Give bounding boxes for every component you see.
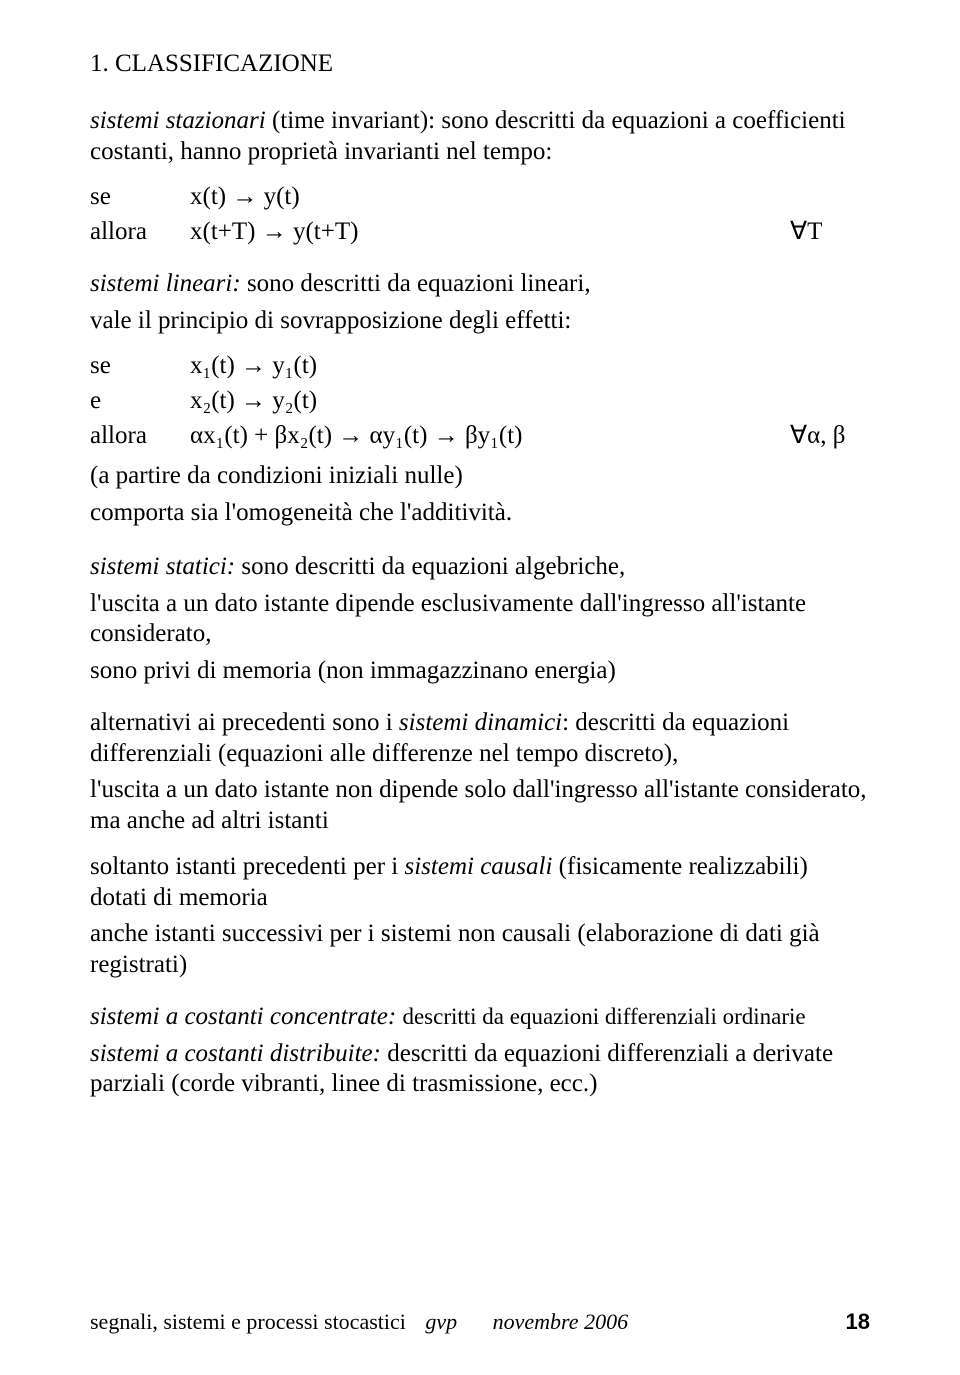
staz-row-1: se x(t) → y(t)	[90, 179, 870, 214]
lineari-line2: vale il principio di sovrapposizione deg…	[90, 306, 870, 337]
lineari-note1: (a partire da condizioni iniziali nulle)	[90, 461, 870, 492]
distribuite-term: sistemi a costanti distribuite:	[90, 1040, 381, 1067]
dinamici-pre: alternativi ai precedenti sono i	[90, 709, 399, 736]
dinamici-term: sistemi dinamici	[399, 709, 562, 736]
causali-def: soltanto istanti precedenti per i sistem…	[90, 852, 870, 913]
concentrate-def: sistemi a costanti concentrate: descritt…	[90, 1002, 870, 1033]
statici-l3: sono privi di memoria (non immagazzinano…	[90, 656, 870, 687]
stazionari-def: sistemi stazionari (time invariant): son…	[90, 106, 870, 167]
distribuite-def: sistemi a costanti distribuite: descritt…	[90, 1039, 870, 1100]
page-footer: segnali, sistemi e processi stocastici g…	[90, 1309, 870, 1335]
lin-row-2: e x₂(t) → y₂(t)	[90, 383, 870, 418]
lin-row-1: se x₁(t) → y₁(t)	[90, 348, 870, 383]
lin-r2-quant	[790, 383, 870, 418]
causali-term: sistemi causali	[405, 853, 553, 880]
footer-left: segnali, sistemi e processi stocastici g…	[90, 1309, 628, 1335]
heading-classificazione: 1. CLASSIFICAZIONE	[90, 50, 870, 78]
lin-r1-quant	[790, 348, 870, 383]
staz-r2-label: allora	[90, 214, 190, 249]
lin-r3-quant: ∀α, β	[790, 418, 870, 453]
page: 1. CLASSIFICAZIONE sistemi stazionari (t…	[0, 0, 960, 1375]
lineari-term: sistemi lineari:	[90, 270, 241, 297]
lineari-def: sistemi lineari: sono descritti da equaz…	[90, 269, 870, 300]
dinamici-def: alternativi ai precedenti sono i sistemi…	[90, 708, 870, 769]
stazionari-term: sistemi stazionari	[90, 107, 266, 134]
staz-r1-expr: x(t) → y(t)	[190, 179, 790, 214]
lineari-rest: sono descritti da equazioni lineari,	[241, 270, 591, 297]
causali-pre: soltanto istanti precedenti per i	[90, 853, 405, 880]
statici-rest: sono descritti da equazioni algebriche,	[235, 553, 625, 580]
lin-r2-expr: x₂(t) → y₂(t)	[190, 383, 790, 418]
concentrate-term: sistemi a costanti concentrate:	[90, 1003, 402, 1030]
footer-page-number: 18	[846, 1309, 870, 1335]
dinamici-l2: l'uscita a un dato istante non dipende s…	[90, 775, 870, 836]
lin-r1-label: se	[90, 348, 190, 383]
lin-r2-label: e	[90, 383, 190, 418]
staz-r1-label: se	[90, 179, 190, 214]
staz-r1-quant	[790, 179, 870, 214]
footer-date: novembre 2006	[493, 1309, 628, 1334]
footer-title: segnali, sistemi e processi stocastici	[90, 1309, 406, 1334]
staz-r2-expr: x(t+T) → y(t+T)	[190, 214, 790, 249]
footer-author: gvp	[425, 1309, 457, 1334]
lin-r1-expr: x₁(t) → y₁(t)	[190, 348, 790, 383]
staz-r2-quant: ∀T	[790, 214, 870, 249]
lin-row-3: allora αx₁(t) + βx₂(t) → αy₁(t) → βy₁(t)…	[90, 418, 870, 453]
statici-term: sistemi statici:	[90, 553, 235, 580]
stazionari-rows: se x(t) → y(t) allora x(t+T) → y(t+T) ∀T	[90, 179, 870, 249]
statici-l2: l'uscita a un dato istante dipende esclu…	[90, 589, 870, 650]
lineari-note2: comporta sia l'omogeneità che l'additivi…	[90, 498, 870, 529]
lin-r3-expr: αx₁(t) + βx₂(t) → αy₁(t) → βy₁(t)	[190, 418, 790, 453]
lineari-rows: se x₁(t) → y₁(t) e x₂(t) → y₂(t) allora …	[90, 348, 870, 453]
staz-row-2: allora x(t+T) → y(t+T) ∀T	[90, 214, 870, 249]
concentrate-rest: descritti da equazioni differenziali ord…	[402, 1004, 805, 1029]
causali-l2: anche istanti successivi per i sistemi n…	[90, 919, 870, 980]
statici-def: sistemi statici: sono descritti da equaz…	[90, 552, 870, 583]
lin-r3-label: allora	[90, 418, 190, 453]
